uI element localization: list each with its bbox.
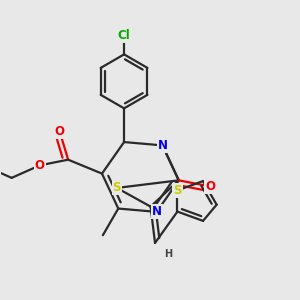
Text: O: O — [55, 125, 65, 139]
Text: S: S — [112, 182, 121, 194]
Text: Cl: Cl — [118, 28, 130, 42]
Text: N: N — [158, 139, 167, 152]
Text: S: S — [173, 184, 182, 197]
Text: N: N — [152, 206, 162, 218]
Text: O: O — [205, 180, 215, 193]
Text: O: O — [35, 159, 45, 172]
Text: H: H — [164, 249, 172, 259]
